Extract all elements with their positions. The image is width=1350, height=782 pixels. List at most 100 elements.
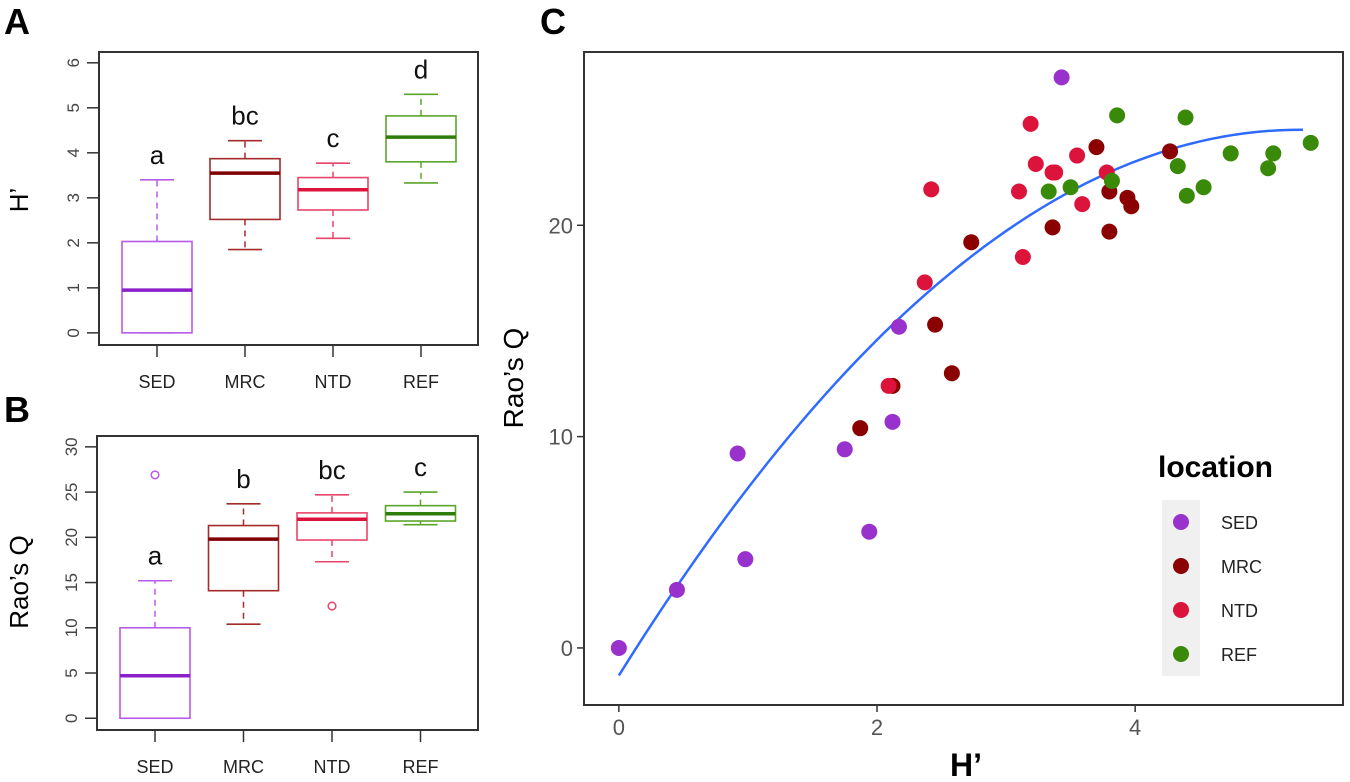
iqr-box (121, 240, 193, 334)
data-point (1302, 134, 1319, 151)
data-point (890, 318, 907, 335)
data-point (1123, 198, 1140, 215)
panel-a-boxplot: 0 1 2 3 4 5 6 SED MRC NTD REF a bc c d (64, 51, 479, 392)
box-sed: a (121, 140, 193, 334)
y-tick-label: 5 (62, 668, 81, 677)
x-category-label: REF (403, 757, 439, 777)
data-point (963, 234, 980, 251)
x-category-label: MRC (223, 757, 264, 777)
iqr-box (296, 512, 368, 541)
data-point (1103, 172, 1120, 189)
y-tick-label: 3 (64, 193, 83, 202)
data-point (1195, 179, 1212, 196)
significance-letter: a (148, 541, 163, 571)
iqr-box (207, 524, 280, 592)
y-tick-label: 20 (549, 213, 573, 238)
y-tick-label: 20 (62, 528, 81, 547)
y-tick-label: 5 (64, 103, 83, 112)
iqr-box (119, 626, 191, 720)
data-point (1074, 196, 1091, 213)
data-point (1178, 187, 1195, 204)
legend-key-ntd (1173, 602, 1189, 618)
series-ntd (880, 115, 1115, 394)
significance-letter: c (327, 123, 340, 153)
data-point (1260, 160, 1277, 177)
iqr-box (385, 115, 457, 163)
quadratic-fit-line (617, 128, 1304, 677)
data-point (1014, 248, 1031, 265)
iqr-box (209, 157, 281, 221)
y-tick-label: 0 (561, 636, 573, 661)
panel-label-c: C (540, 1, 566, 42)
box-sed: a (119, 470, 191, 720)
box-ref: d (385, 54, 457, 184)
y-tick-label: 6 (64, 58, 83, 67)
box-ntd: c (297, 123, 369, 240)
data-point (1044, 219, 1061, 236)
y-tick-label: 0 (62, 714, 81, 723)
legend-title: location (1158, 451, 1273, 484)
data-point (1177, 109, 1194, 126)
significance-letter: a (150, 140, 165, 170)
data-point (1069, 147, 1086, 164)
data-point (1088, 139, 1105, 156)
panel-label-a: A (4, 1, 30, 42)
data-point (836, 441, 853, 458)
data-point (1222, 145, 1239, 162)
data-point (1011, 183, 1028, 200)
significance-letter: b (236, 464, 250, 494)
legend-key-mrc (1173, 558, 1189, 574)
x-category-label: SED (136, 757, 173, 777)
series-ref (1040, 107, 1319, 204)
legend: location SED MRC NTD REF (1158, 451, 1273, 676)
data-point (927, 316, 944, 333)
legend-label: SED (1221, 513, 1258, 533)
legend-label: NTD (1221, 601, 1258, 621)
data-point (1162, 143, 1179, 160)
outlier-point (150, 470, 160, 480)
x-category-label: MRC (225, 372, 266, 392)
panel-b-y-axis-title: Rao’s Q (4, 535, 34, 628)
data-point (1265, 145, 1282, 162)
data-point (1040, 183, 1057, 200)
data-point (916, 274, 933, 291)
x-category-label: NTD (314, 757, 351, 777)
data-point (737, 551, 754, 568)
data-point (1062, 179, 1079, 196)
legend-label: MRC (1221, 557, 1262, 577)
series-mrc (852, 139, 1179, 437)
iqr-box (297, 176, 369, 211)
significance-letter: c (414, 452, 427, 482)
data-point (923, 181, 940, 198)
series-sed (610, 69, 1070, 656)
panel-c-scatter: 0 2 4 0 10 20 location SED MRC NTD REF (549, 51, 1344, 740)
y-tick-label: 25 (62, 483, 81, 502)
y-tick-label: 30 (62, 437, 81, 456)
outlier-point (327, 601, 337, 611)
box-ntd: bc (296, 455, 368, 611)
panel-c-y-axis-title: Rao’s Q (498, 328, 529, 429)
y-tick-label: 15 (62, 573, 81, 592)
data-point (1027, 156, 1044, 173)
panel-c-x-axis-title: H’ (950, 747, 982, 782)
y-tick-label: 4 (64, 148, 83, 157)
data-point (668, 581, 685, 598)
data-point (1053, 69, 1070, 86)
box-mrc: b (207, 464, 280, 625)
panel-label-b: B (4, 389, 30, 430)
x-tick-label: 2 (871, 715, 883, 740)
plot-frame (583, 51, 1344, 706)
data-point (1109, 107, 1126, 124)
significance-letter: d (414, 54, 428, 84)
data-point (880, 377, 897, 394)
x-tick-label: 0 (613, 715, 625, 740)
legend-key-ref (1173, 646, 1189, 662)
y-tick-label: 1 (64, 283, 83, 292)
data-point (884, 413, 901, 430)
panel-b-boxplot: 0 5 10 15 20 25 30 SED MRC NTD REF a b bc c (62, 435, 479, 777)
significance-letter: bc (231, 101, 258, 131)
y-tick-label: 0 (64, 328, 83, 337)
legend-label: REF (1221, 645, 1257, 665)
x-category-label: NTD (315, 372, 352, 392)
